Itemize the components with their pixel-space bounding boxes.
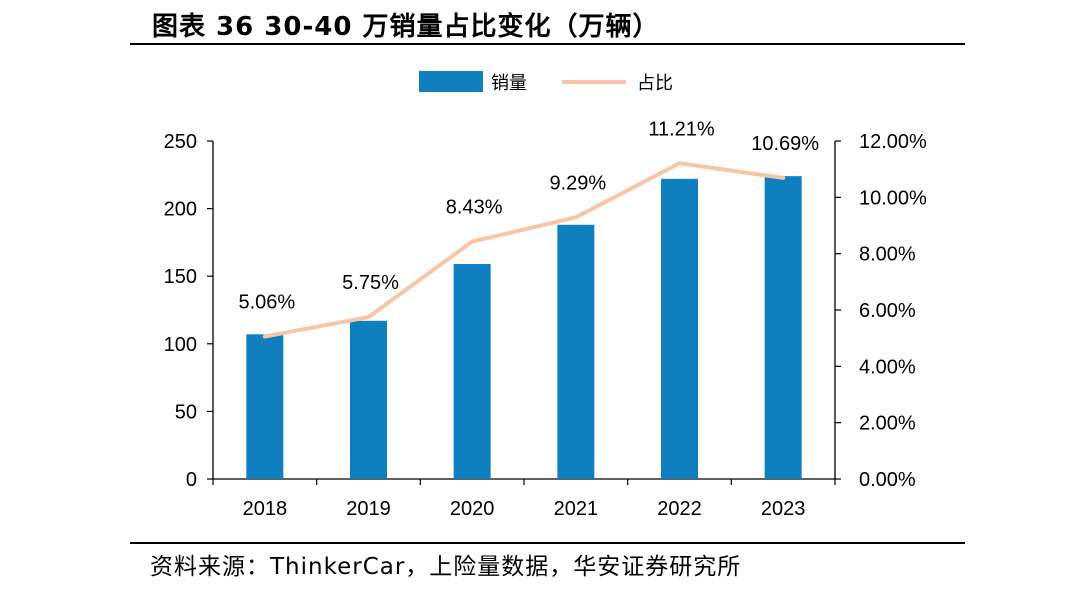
share-data-label: 10.69%: [751, 133, 819, 155]
share-data-label: 5.75%: [342, 272, 399, 294]
footer-rule: [130, 542, 965, 544]
bar-sales: [764, 176, 802, 480]
y-right-tick-label: 0.00%: [859, 469, 916, 491]
y-right-tick-label: 12.00%: [859, 131, 927, 153]
y-left-tick-label: 50: [175, 401, 197, 423]
legend-bar-label: 销量: [491, 73, 527, 94]
x-tick-label: 2021: [554, 498, 599, 520]
share-data-label: 9.29%: [549, 172, 606, 194]
legend-bar-swatch: [419, 71, 483, 92]
chart-title: 图表 36 30-40 万销量占比变化（万辆）: [152, 12, 660, 42]
y-right-tick-label: 2.00%: [859, 413, 916, 435]
title-rule: [130, 43, 965, 45]
x-tick-label: 2019: [346, 498, 391, 520]
share-data-label: 11.21%: [648, 118, 715, 140]
x-tick-label: 2018: [243, 498, 288, 520]
share-data-label: 8.43%: [446, 197, 503, 219]
y-left-tick-label: 150: [164, 266, 197, 288]
share-line: [262, 161, 786, 339]
y-right-tick-label: 8.00%: [859, 244, 916, 266]
y-right-tick-label: 6.00%: [859, 300, 916, 322]
y-left-tick-label: 0: [186, 469, 197, 491]
y-left-tick-label: 250: [164, 131, 197, 153]
bar-sales: [350, 320, 387, 479]
y-left-tick-label: 200: [164, 199, 197, 221]
source-note: 资料来源：ThinkerCar，上险量数据，华安证券研究所: [150, 554, 742, 580]
share-data-label: 5.06%: [238, 291, 295, 313]
x-tick-label: 2022: [657, 498, 702, 520]
x-tick-label: 2023: [761, 498, 806, 520]
bar-sales: [557, 224, 595, 479]
bar-sales: [661, 178, 698, 479]
bar-sales: [246, 334, 284, 479]
y-right-tick-label: 4.00%: [859, 356, 916, 378]
x-tick-label: 2020: [450, 498, 495, 520]
y-left-tick-label: 100: [164, 334, 197, 356]
bar-sales: [453, 264, 491, 479]
legend-line-label: 占比: [637, 73, 673, 94]
y-right-tick-label: 10.00%: [859, 187, 927, 209]
